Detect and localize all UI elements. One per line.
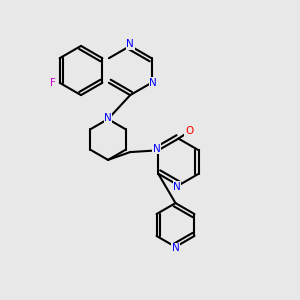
Text: F: F	[50, 78, 56, 88]
Text: N: N	[173, 182, 181, 192]
Text: N: N	[172, 243, 179, 254]
Text: O: O	[185, 126, 193, 136]
Text: N: N	[149, 78, 157, 88]
Text: N: N	[153, 144, 160, 154]
Text: N: N	[104, 113, 112, 123]
Text: N: N	[126, 39, 134, 50]
